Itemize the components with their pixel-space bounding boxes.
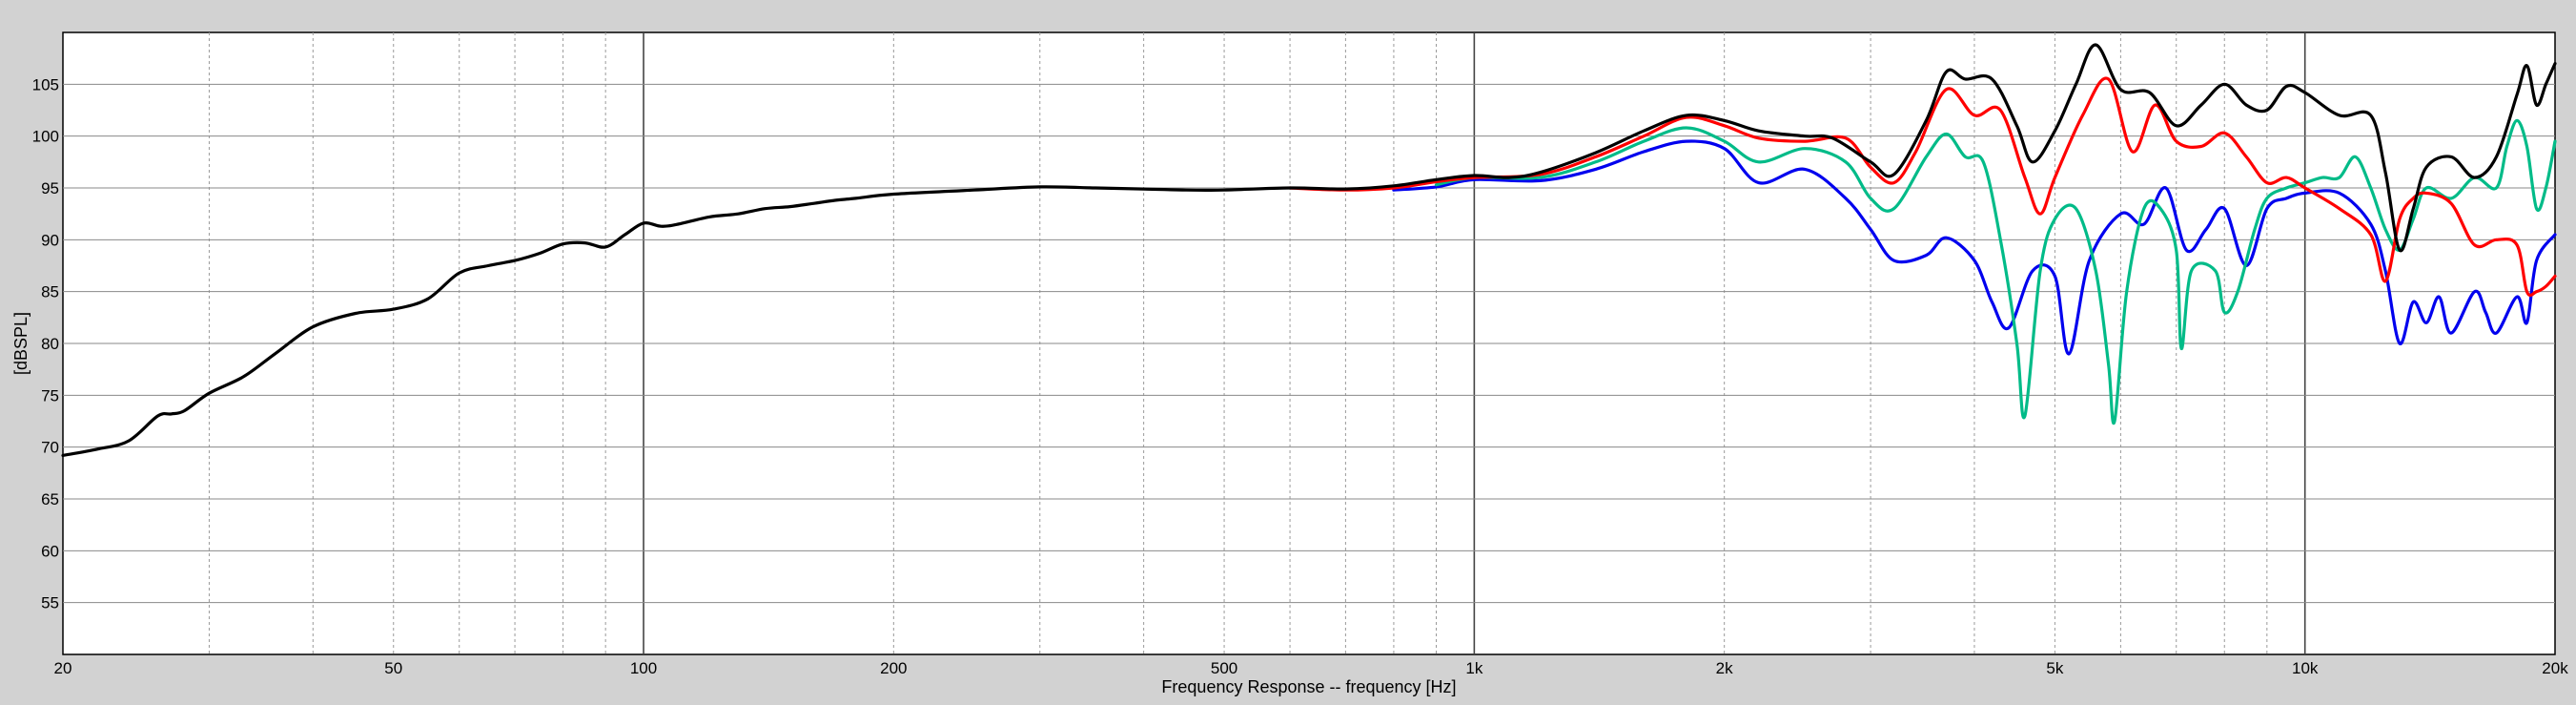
y-tick-label: 90 [41,231,59,249]
y-axis-title: [dBSPL] [11,312,31,375]
series-layer [61,43,2557,457]
y-tick-label: 70 [41,439,59,457]
y-tick-label: 60 [41,542,59,560]
x-tick-label: 2k [1716,659,1733,677]
x-tick-labels: 20 50 100 200 500 1k 2k 5k 10k 20k [54,659,2569,677]
y-tick-label: 75 [41,386,59,404]
y-tick-labels: 55 60 65 70 75 80 85 90 95 100 105 [32,75,59,612]
x-tick-label: 200 [880,659,907,677]
x-tick-label: 500 [1211,659,1237,677]
y-tick-label: 85 [41,283,59,301]
x-tick-label: 20 [54,659,72,677]
y-tick-label: 100 [32,128,59,146]
x-axis-title: Frequency Response -- frequency [Hz] [1161,677,1456,696]
y-tick-label: 80 [41,335,59,353]
series-line-2 [1288,76,2557,298]
y-tick-label: 95 [41,179,59,197]
x-tick-label: 5k [2046,659,2063,677]
y-tick-label: 55 [41,594,59,612]
series-line-4 [1392,139,2557,356]
y-tick-label: 65 [41,490,59,508]
x-tick-label: 10k [2292,659,2319,677]
series-line-1 [61,43,2557,457]
x-tick-label: 20k [2542,659,2568,677]
x-tick-label: 100 [630,659,657,677]
y-tick-label: 105 [32,75,59,93]
series-line-3 [1434,118,2557,425]
grid-lines [63,32,2555,654]
x-tick-label: 1k [1465,659,1482,677]
x-tick-label: 50 [384,659,402,677]
